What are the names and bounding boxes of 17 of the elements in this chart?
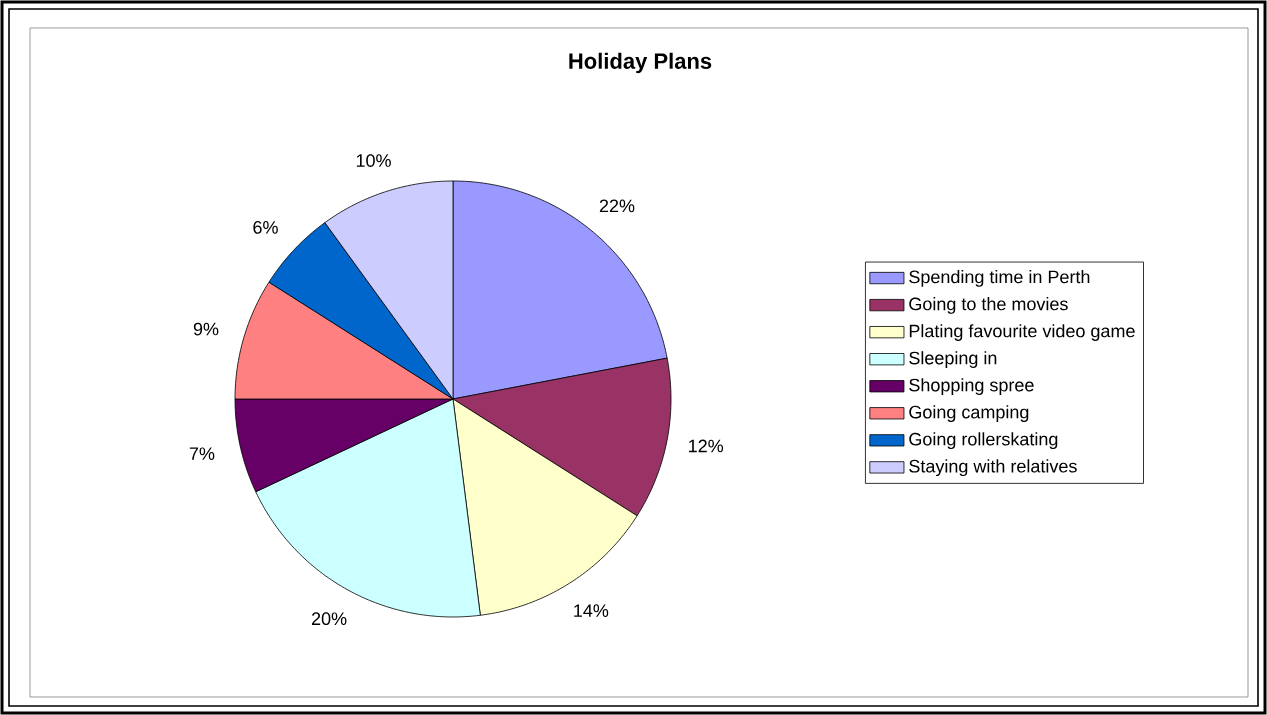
legend-label: Plating favourite video game xyxy=(909,324,1135,341)
data-label: 6% xyxy=(253,220,278,234)
data-label: 22% xyxy=(599,199,635,213)
legend-label: Shopping spree xyxy=(909,378,1034,395)
data-label: 20% xyxy=(311,612,347,626)
data-label: 10% xyxy=(356,154,391,167)
legend-label: Sleeping in xyxy=(909,351,997,368)
data-label: 9% xyxy=(193,322,219,336)
data-label: 12% xyxy=(689,439,724,453)
chart-title: Holiday Plans xyxy=(569,52,712,74)
legend-label: Going rollerskating xyxy=(909,432,1058,450)
data-label: 14% xyxy=(574,604,609,617)
legend-label: Staying with relatives xyxy=(909,459,1077,477)
legend-label: Going camping xyxy=(909,405,1029,423)
legend-label: Spending time in Perth xyxy=(909,270,1090,287)
data-label: 7% xyxy=(189,447,215,460)
legend-label: Going to the movies xyxy=(909,297,1068,314)
